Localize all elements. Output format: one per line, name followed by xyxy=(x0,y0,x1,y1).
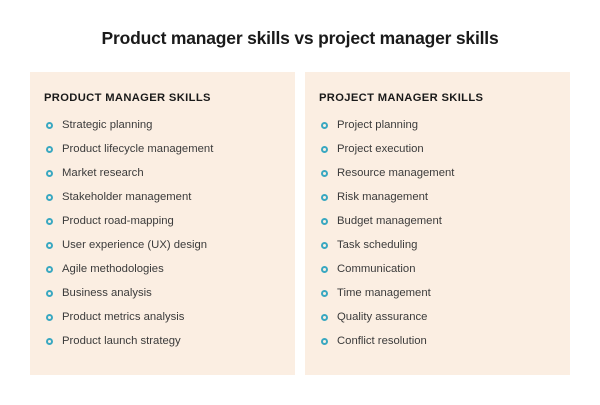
skill-label: Quality assurance xyxy=(337,310,428,323)
ring-bullet-icon xyxy=(321,122,328,130)
skill-label: Risk management xyxy=(337,190,429,203)
skill-label: Product lifecycle management xyxy=(62,142,214,155)
list-item: Business analysis xyxy=(44,282,281,306)
panel-product-manager: PRODUCT MANAGER SKILLS Strategic plannin… xyxy=(30,72,295,375)
list-item: Stakeholder management xyxy=(44,186,281,210)
skill-label: Market research xyxy=(62,166,144,179)
skill-list-product-manager: Strategic planning Product lifecycle man… xyxy=(44,114,281,354)
skill-label: Product metrics analysis xyxy=(62,310,185,323)
list-item: Communication xyxy=(319,258,556,282)
ring-bullet-icon xyxy=(46,266,53,274)
list-item: Market research xyxy=(44,162,281,186)
skill-label: Strategic planning xyxy=(62,118,153,131)
ring-bullet-icon xyxy=(46,122,53,130)
ring-bullet-icon xyxy=(46,194,53,202)
ring-bullet-icon xyxy=(46,146,53,154)
skill-label: Business analysis xyxy=(62,286,152,299)
list-item: Risk management xyxy=(319,186,556,210)
ring-bullet-icon xyxy=(46,338,53,346)
skill-label: User experience (UX) design xyxy=(62,238,208,251)
ring-bullet-icon xyxy=(321,170,328,178)
list-item: Agile methodologies xyxy=(44,258,281,282)
list-item: Product road-mapping xyxy=(44,210,281,234)
skill-label: Time management xyxy=(337,286,431,299)
list-item: Product lifecycle management xyxy=(44,138,281,162)
list-item: Project execution xyxy=(319,138,556,162)
list-item: Time management xyxy=(319,282,556,306)
panel-heading-project-manager: PROJECT MANAGER SKILLS xyxy=(319,92,484,104)
ring-bullet-icon xyxy=(321,314,328,322)
skill-label: Conflict resolution xyxy=(337,334,427,347)
page-title: Product manager skills vs project manage… xyxy=(101,28,499,48)
list-item: Task scheduling xyxy=(319,234,556,258)
list-item: Product launch strategy xyxy=(44,330,281,354)
skill-label: Product road-mapping xyxy=(62,214,174,227)
ring-bullet-icon xyxy=(46,170,53,178)
skill-label: Agile methodologies xyxy=(62,262,164,275)
ring-bullet-icon xyxy=(46,314,53,322)
ring-bullet-icon xyxy=(46,242,53,250)
skill-label: Resource management xyxy=(337,166,455,179)
skill-label: Communication xyxy=(337,262,416,275)
ring-bullet-icon xyxy=(46,290,53,298)
ring-bullet-icon xyxy=(321,194,328,202)
ring-bullet-icon xyxy=(321,266,328,274)
skill-label: Product launch strategy xyxy=(62,334,181,347)
list-item: Conflict resolution xyxy=(319,330,556,354)
ring-bullet-icon xyxy=(321,290,328,298)
ring-bullet-icon xyxy=(321,218,328,226)
list-item: Strategic planning xyxy=(44,114,281,138)
skill-list-project-manager: Project planning Project execution Resou… xyxy=(319,114,556,354)
ring-bullet-icon xyxy=(321,242,328,250)
list-item: User experience (UX) design xyxy=(44,234,281,258)
ring-bullet-icon xyxy=(321,338,328,346)
list-item: Resource management xyxy=(319,162,556,186)
skill-label: Stakeholder management xyxy=(62,190,192,203)
skill-label: Budget management xyxy=(337,214,442,227)
panel-project-manager: PROJECT MANAGER SKILLS Project planning … xyxy=(305,72,570,375)
list-item: Budget management xyxy=(319,210,556,234)
comparison-panels: PRODUCT MANAGER SKILLS Strategic plannin… xyxy=(30,72,570,375)
list-item: Quality assurance xyxy=(319,306,556,330)
panel-heading-product-manager: PRODUCT MANAGER SKILLS xyxy=(44,92,211,104)
skill-label: Project planning xyxy=(337,118,419,131)
skill-label: Project execution xyxy=(337,142,424,155)
skill-label: Task scheduling xyxy=(337,238,418,251)
ring-bullet-icon xyxy=(321,146,328,154)
ring-bullet-icon xyxy=(46,218,53,226)
list-item: Product metrics analysis xyxy=(44,306,281,330)
list-item: Project planning xyxy=(319,114,556,138)
